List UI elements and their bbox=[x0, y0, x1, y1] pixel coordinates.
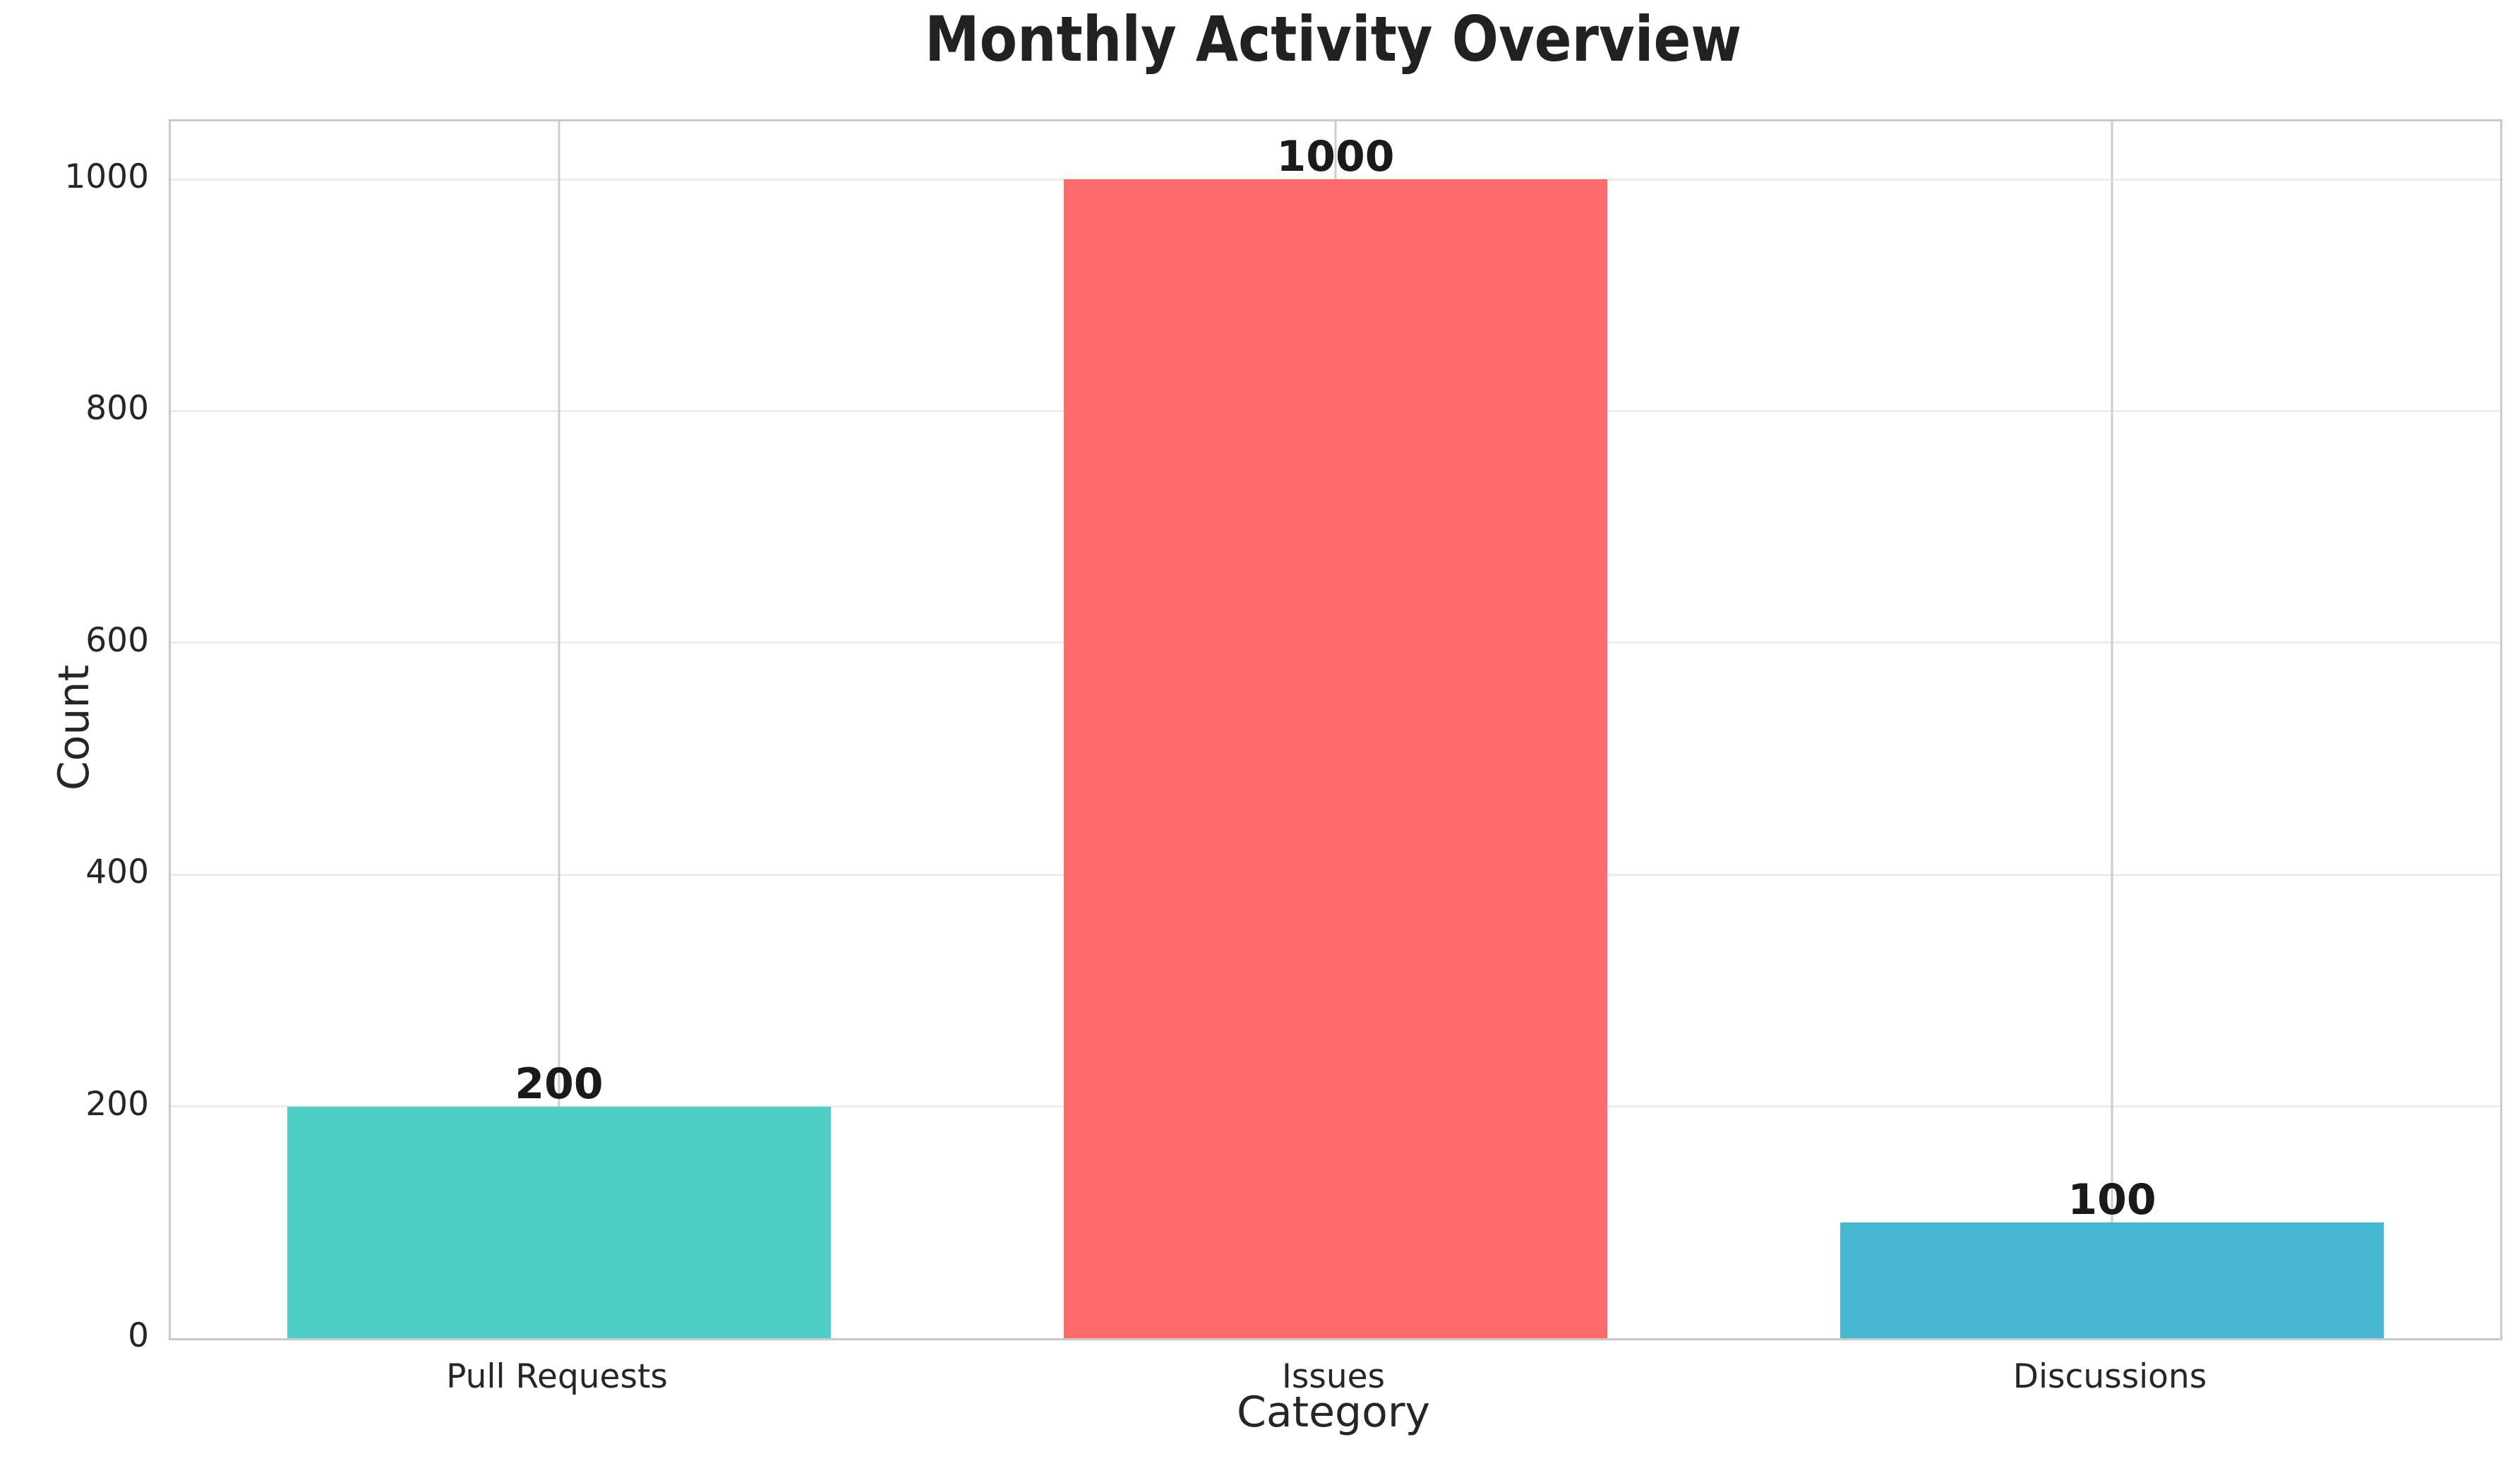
bar-issues bbox=[1064, 179, 1607, 1338]
bar-value-label: 1000 bbox=[1276, 132, 1395, 182]
x-tick-label: Pull Requests bbox=[446, 1357, 668, 1396]
x-tick-label: Issues bbox=[1281, 1357, 1386, 1396]
bar-discussions bbox=[1840, 1222, 2384, 1338]
y-axis-label: Count bbox=[49, 664, 99, 791]
y-tick-label: 1000 bbox=[64, 157, 149, 197]
plot-area: 200 1000 100 bbox=[169, 119, 2502, 1340]
gridline-x-2 bbox=[2111, 121, 2113, 1338]
y-tick-label: 400 bbox=[85, 853, 149, 892]
y-tick-label: 800 bbox=[85, 389, 149, 428]
bar-value-label: 200 bbox=[515, 1059, 604, 1109]
y-tick-label: 200 bbox=[85, 1084, 149, 1124]
y-tick-label: 0 bbox=[128, 1316, 149, 1355]
x-axis-label: Category bbox=[1236, 1388, 1431, 1437]
gridline-x-0 bbox=[558, 121, 560, 1338]
bar-pull-requests bbox=[287, 1106, 831, 1338]
chart-title-text: Monthly Activity Overview bbox=[925, 3, 1742, 76]
bar-value-label: 100 bbox=[2068, 1174, 2156, 1225]
x-tick-label: Discussions bbox=[2012, 1357, 2207, 1396]
y-tick-label: 600 bbox=[85, 620, 149, 660]
chart-title: Monthly Activity Overview bbox=[169, 6, 2498, 73]
